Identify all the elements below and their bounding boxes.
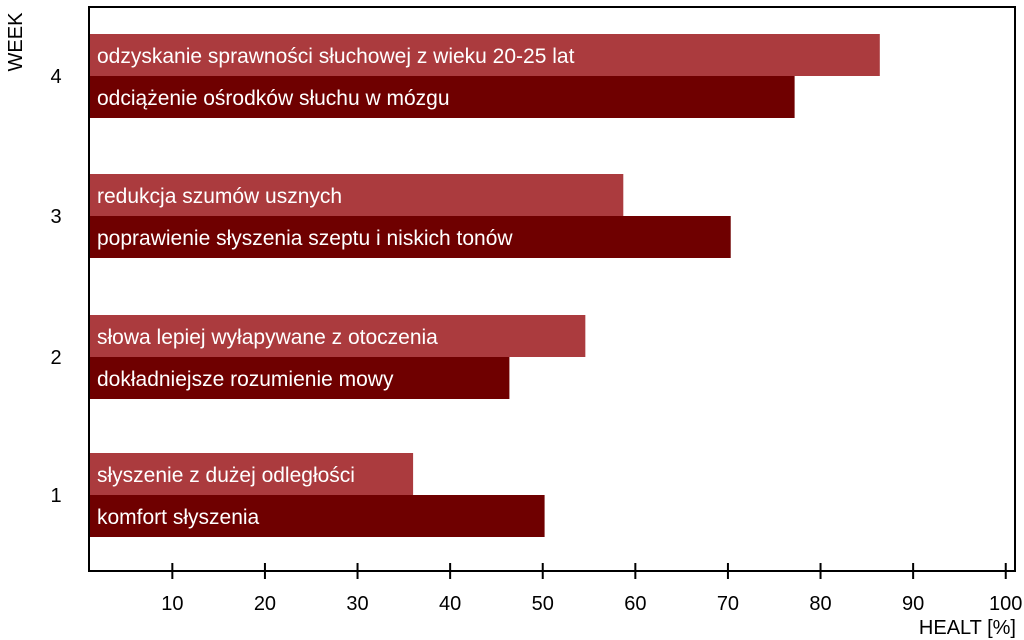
y-axis-categories: 1 2 3 4 (50, 66, 61, 507)
x-axis-title: HEALT [%] (919, 617, 1016, 639)
bar-week-3-1 (90, 174, 624, 216)
bars-group (90, 34, 880, 537)
bar-week-3-2 (90, 216, 731, 258)
x-tick-label: 20 (254, 593, 276, 615)
bar-label: dokładniejsze rozumienie mowy (97, 368, 394, 391)
y-category-label: 2 (50, 347, 61, 369)
bar-labels-group: słyszenie z dużej odległości komfort słys… (97, 45, 575, 529)
bar-label: słyszenie z dużej odległości (97, 464, 355, 487)
bar-label: poprawienie słyszenia szeptu i niskich t… (97, 227, 513, 250)
y-axis-title: WEEK (5, 12, 27, 72)
bar-week-2-1 (90, 315, 586, 357)
bar-label: odzyskanie sprawności słuchowej z wieku … (97, 45, 575, 68)
x-tick-label: 50 (532, 593, 554, 615)
x-tick-label: 90 (902, 593, 924, 615)
x-tick-label: 80 (809, 593, 831, 615)
bar-label: komfort słyszenia (97, 506, 260, 529)
y-category-label: 4 (50, 66, 61, 88)
bar-week-2-2 (90, 357, 510, 399)
y-category-label: 1 (50, 485, 61, 507)
x-tick-label: 10 (161, 593, 183, 615)
x-tick-label: 60 (624, 593, 646, 615)
bar-label: słowa lepiej wyłapywane z otoczenia (97, 326, 438, 349)
bar-week-4-1 (90, 34, 880, 76)
plot-frame (88, 6, 1016, 572)
x-axis-ticks: 10 20 30 40 50 60 70 80 90 100 (161, 563, 1022, 615)
bar-week-4-2 (90, 76, 795, 118)
bar-week-1-2 (90, 495, 545, 537)
bar-label: redukcja szumów usznych (97, 185, 342, 208)
x-tick-label: 70 (717, 593, 739, 615)
y-category-label: 3 (50, 206, 61, 228)
x-tick-label: 40 (439, 593, 461, 615)
bar-week-1-1 (90, 453, 414, 495)
x-tick-label: 100 (989, 593, 1022, 615)
x-tick-label: 30 (346, 593, 368, 615)
bar-label: odciążenie ośrodków słuchu w mózgu (97, 87, 450, 110)
